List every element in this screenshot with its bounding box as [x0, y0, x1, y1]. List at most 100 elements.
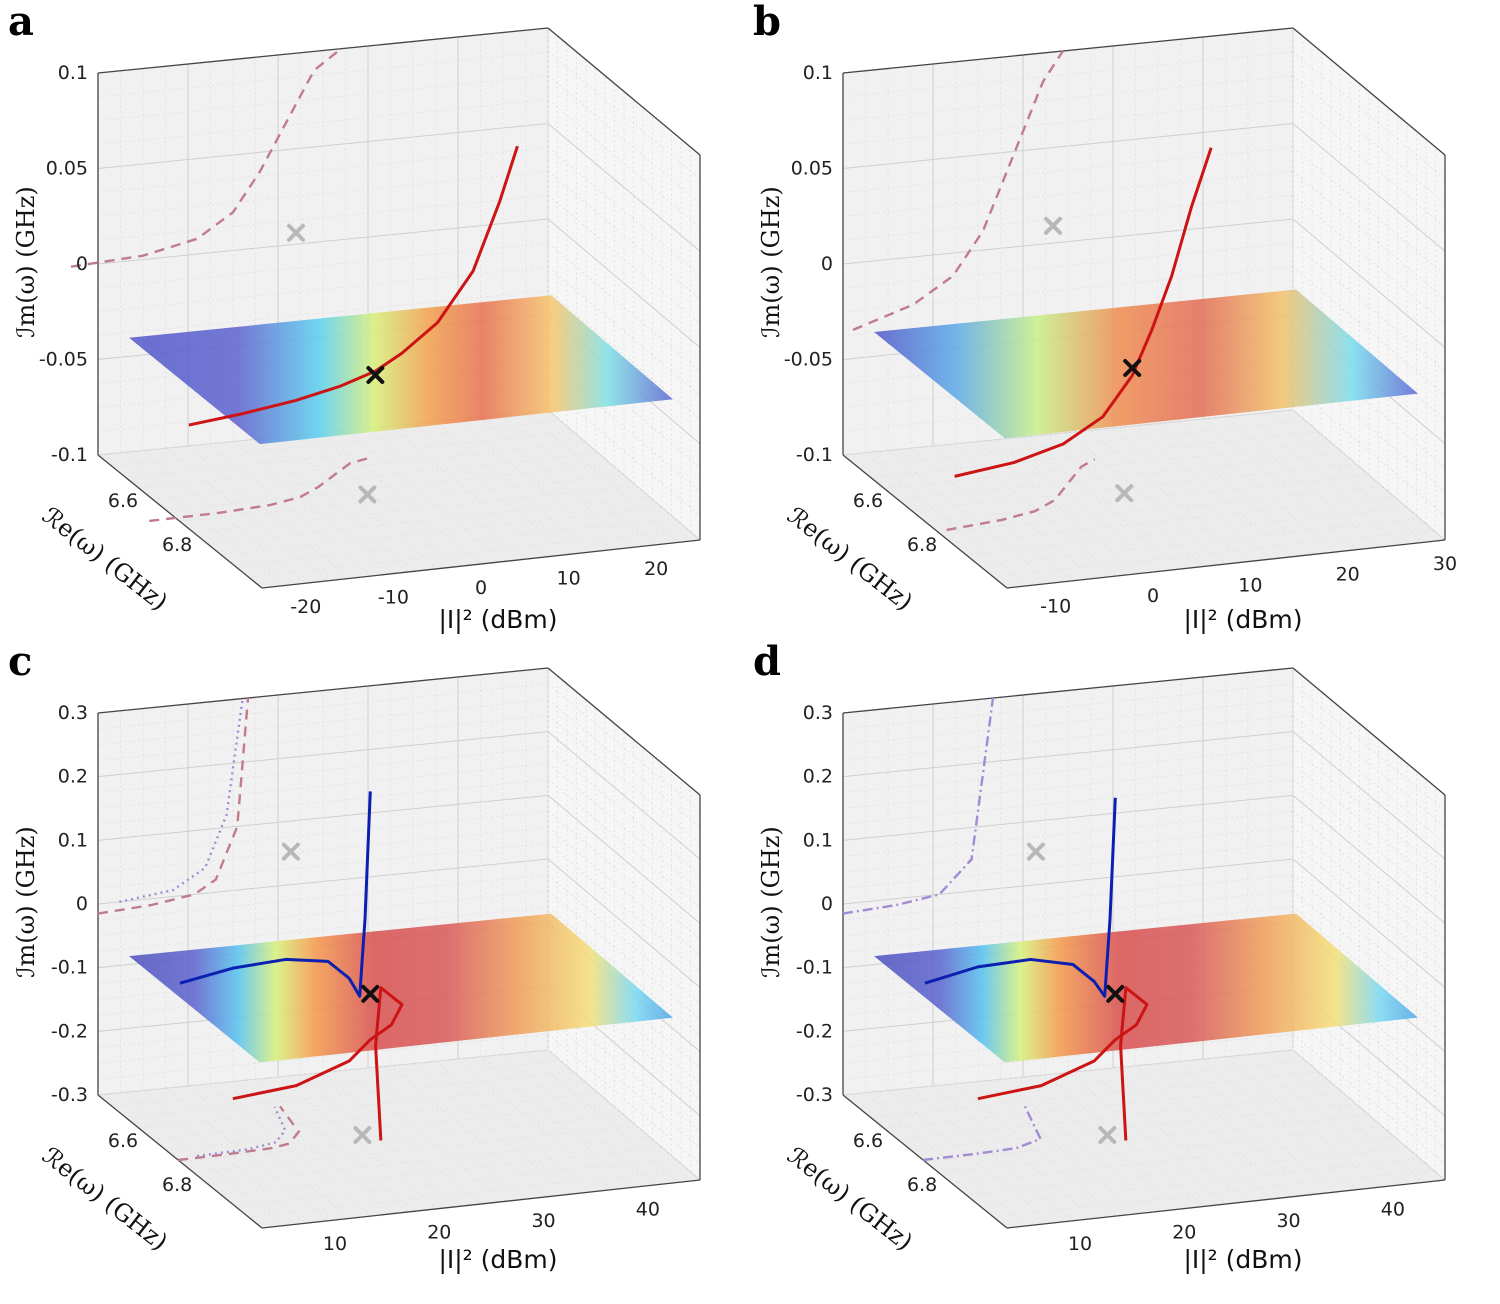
grid-line [842, 826, 1294, 873]
grid-line [97, 194, 549, 241]
panel-label: a [8, 0, 34, 45]
floor-ep-marker [353, 1125, 372, 1144]
grid-line [547, 361, 701, 493]
re-tick: 6.6 [108, 490, 138, 512]
grid-line [1292, 1001, 1446, 1133]
re-tick: 6.8 [162, 534, 192, 556]
x-tick: 0 [475, 577, 487, 599]
x-tick: 20 [427, 1222, 451, 1244]
panel-a: a 0.1 0.05 0 -0.05 -0.1 -20 -10 0 10 20 6.6 6.8 |I|² … [8, 0, 701, 634]
grid-line [547, 99, 701, 228]
grid-line [842, 731, 1294, 778]
exceptional-point-marker [1106, 984, 1125, 1003]
eigenvalue-surface [129, 913, 673, 1063]
grid-line [547, 826, 701, 956]
grid-line [1045, 434, 1205, 567]
axis-edge [261, 1179, 701, 1229]
floor-projection-1 [149, 455, 373, 523]
grid-line [547, 1033, 701, 1165]
grid-line [1202, 1058, 1358, 1190]
y-axis-label: ℐm(ω) (GHz) [12, 186, 40, 337]
grid-line [97, 290, 549, 337]
im-tick: 0.05 [791, 158, 833, 180]
grid-line [965, 1147, 1408, 1196]
grid-line [1292, 242, 1446, 372]
y-axis-label: ℐm(ω) (GHz) [757, 826, 785, 977]
grid-line [1292, 810, 1446, 940]
grid-line [234, 517, 675, 567]
grid-line [1157, 423, 1314, 555]
floor-projection-2 [923, 1105, 1043, 1162]
back-ep-marker [1026, 842, 1045, 861]
axis-edge [842, 27, 1294, 74]
grid-line [842, 266, 1294, 313]
grid-line [1292, 906, 1446, 1037]
grid-line [842, 794, 1294, 841]
grid-line [1180, 1060, 1336, 1193]
grid-line [547, 1001, 701, 1133]
re-tick: 6.8 [162, 1174, 192, 1196]
grid-line [1292, 683, 1446, 812]
eigenvalue-curve-0 [924, 797, 1117, 998]
grid-line [220, 507, 663, 556]
panel-label: b [753, 0, 781, 45]
grid-line [842, 170, 1294, 217]
grid-line [979, 1157, 1420, 1207]
im-tick: 0.1 [58, 62, 88, 84]
grid-line [547, 874, 701, 1004]
grid-line [1292, 826, 1446, 956]
grid-line [1292, 954, 1446, 1085]
x-axis-label: |I|² (dBm) [438, 1245, 557, 1274]
grid-line [1292, 123, 1446, 252]
panel-c: c 0.3 0.2 0.1 0 -0.1 -0.2 -0.3 10 20 30 40 6.6 6.8 |I|… [8, 638, 701, 1274]
grid-line [547, 218, 701, 348]
grid-line [480, 416, 635, 548]
grid-line [1292, 779, 1446, 908]
re-tick: 6.6 [108, 1130, 138, 1152]
grid-line [220, 1147, 663, 1196]
grid-line [111, 1060, 561, 1107]
back-ep-marker [287, 223, 305, 242]
grid-line [547, 906, 701, 1037]
grid-line [547, 715, 701, 844]
grid-line [97, 747, 549, 794]
axis-edge [97, 27, 549, 74]
floor-projection-1 [946, 458, 1096, 532]
grid-line [547, 170, 701, 300]
grid-line [193, 1125, 637, 1174]
grid-line [952, 496, 1395, 545]
grid-line [547, 794, 701, 924]
grid-line [1202, 418, 1358, 550]
x-tick: 10 [557, 567, 581, 589]
eigenvalue-curve-1 [977, 986, 1149, 1141]
im-tick: 0.3 [58, 702, 88, 724]
exceptional-point-marker [361, 984, 380, 1003]
x-axis-label: |I|² (dBm) [1183, 605, 1302, 634]
panel-label: c [8, 638, 32, 685]
grid-line [1292, 842, 1446, 972]
re-tick: 6.6 [853, 490, 883, 512]
grid-line [1225, 416, 1380, 548]
grid-line [979, 517, 1420, 567]
axis-edge [1006, 1179, 1446, 1229]
grid-line [1292, 385, 1446, 517]
grid-line [547, 954, 701, 1085]
im-tick: 0 [76, 893, 88, 915]
re-tick: 6.6 [853, 1130, 883, 1152]
grid-line [865, 1092, 1030, 1226]
back-projection-2 [97, 697, 250, 915]
panel-b: b 0.1 0.05 0 -0.05 -0.1 -10 0 10 20 30 6.6 6.8 |I|² (… [753, 0, 1457, 634]
back-projection-1 [852, 50, 1065, 331]
im-tick: -0.3 [51, 1084, 88, 1106]
axis-edge [547, 667, 701, 796]
grid-line [1292, 890, 1446, 1020]
grid-line [97, 890, 549, 937]
grid-line [1045, 1074, 1205, 1207]
grid-line [1292, 1017, 1446, 1149]
grid-line [1292, 146, 1446, 276]
grid-line [547, 146, 701, 276]
eigenvalue-surface [874, 289, 1418, 439]
axis-edge [842, 1094, 1008, 1229]
grid-line [1292, 361, 1446, 493]
